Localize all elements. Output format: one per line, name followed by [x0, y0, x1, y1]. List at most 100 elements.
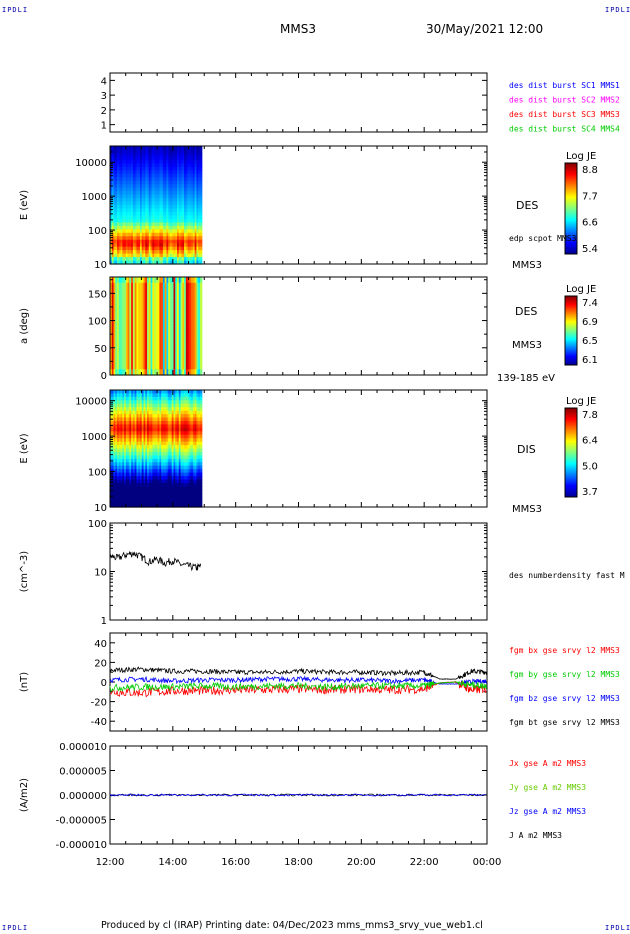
heatmap-cell: [139, 351, 143, 356]
heatmap-cell: [155, 194, 159, 199]
heatmap-cell: [154, 417, 157, 422]
heatmap-cell: [125, 257, 129, 262]
heatmap-cell: [117, 201, 120, 206]
heatmap-cell: [113, 285, 116, 290]
heatmap-cell: [110, 253, 113, 258]
heatmap-cell: [115, 225, 118, 230]
heatmap-cell: [192, 317, 196, 321]
heatmap-cell: [155, 232, 159, 237]
heatmap-cell: [173, 317, 176, 321]
heatmap-cell: [154, 363, 157, 367]
heatmap-cell: [118, 438, 122, 443]
heatmap-cell: [152, 343, 155, 347]
heatmap-cell: [124, 159, 127, 164]
heatmap-cell: [127, 458, 130, 463]
heatmap-cell: [117, 441, 120, 446]
heatmap-cell: [175, 328, 178, 333]
heatmap-cell: [143, 253, 146, 258]
heatmap-cell: [164, 393, 168, 398]
heatmap-cell: [173, 180, 176, 185]
heatmap-cell: [189, 152, 192, 158]
heatmap-cell: [136, 434, 139, 439]
heatmap-cell: [148, 277, 152, 281]
heatmap-cell: [113, 317, 116, 321]
heatmap-cell: [157, 156, 160, 161]
heatmap-cell: [110, 438, 113, 443]
heatmap-cell: [168, 149, 171, 154]
heatmap-cell: [120, 482, 123, 487]
heatmap-cell: [192, 250, 196, 255]
heatmap-cell: [127, 482, 130, 487]
heatmap-cell: [161, 438, 164, 443]
heatmap-cell: [138, 417, 141, 422]
heatmap-cell: [164, 503, 168, 508]
heatmap-cell: [180, 159, 183, 164]
heatmap-cell: [157, 363, 160, 367]
heatmap-cell: [139, 317, 143, 321]
heatmap-cell: [182, 291, 185, 295]
heatmap-cell: [127, 308, 130, 313]
heatmap-cell: [150, 410, 153, 415]
heatmap-cell: [132, 305, 136, 310]
heatmap-cell: [185, 337, 189, 342]
heatmap-cell: [169, 448, 173, 453]
panel-label: edp scpot MMS3: [509, 234, 577, 243]
heatmap-cell: [157, 149, 160, 154]
heatmap-cell: [115, 277, 118, 281]
heatmap-cell: [175, 208, 178, 213]
heatmap-cell: [124, 500, 127, 505]
heatmap-cell: [199, 184, 203, 189]
heatmap-cell: [117, 472, 120, 477]
heatmap-cell: [115, 400, 118, 405]
heatmap-cell: [178, 257, 182, 262]
heatmap-cell: [189, 314, 192, 318]
heatmap-cell: [157, 489, 160, 494]
heatmap-cell: [178, 337, 182, 342]
heatmap-cell: [189, 349, 192, 353]
heatmap-cell: [194, 253, 198, 258]
heatmap-cell: [199, 354, 203, 359]
heatmap-cell: [127, 159, 130, 164]
heatmap-cell: [141, 393, 145, 398]
heatmap-cell: [175, 300, 178, 304]
heatmap-cell: [129, 149, 132, 154]
heatmap-cell: [189, 363, 192, 367]
heatmap-cell: [129, 465, 132, 470]
heatmap-cell: [177, 366, 180, 370]
heatmap-cell: [196, 291, 199, 295]
heatmap-cell: [180, 372, 183, 376]
heatmap-cell: [150, 448, 153, 453]
heatmap-cell: [125, 250, 129, 255]
heatmap-cell: [178, 279, 182, 284]
heatmap-cell: [148, 369, 152, 373]
heatmap-cell: [120, 455, 123, 460]
heatmap-cell: [143, 323, 146, 327]
heatmap-cell: [147, 496, 150, 501]
heatmap-cell: [175, 279, 178, 284]
heatmap-cell: [184, 354, 187, 359]
heatmap-cell: [155, 201, 159, 206]
heatmap-cell: [145, 455, 148, 460]
heatmap-cell: [164, 166, 168, 171]
heatmap-cell: [155, 427, 159, 432]
heatmap-cell: [155, 346, 159, 350]
heatmap-cell: [124, 346, 127, 350]
heatmap-cell: [143, 277, 146, 281]
heatmap-cell: [169, 479, 173, 484]
heatmap-cell: [168, 357, 171, 362]
heatmap-cell: [173, 149, 176, 154]
heatmap-cell: [154, 218, 157, 223]
heatmap-cell: [129, 417, 132, 422]
heatmap-cell: [145, 279, 148, 284]
heatmap-cell: [150, 308, 153, 313]
heatmap-cell: [196, 166, 199, 171]
heatmap-cell: [120, 489, 123, 494]
heatmap-cell: [166, 201, 169, 206]
heatmap-cell: [118, 410, 122, 415]
heatmap-cell: [147, 180, 150, 185]
heatmap-cell: [122, 320, 125, 324]
heatmap-cell: [189, 337, 192, 342]
heatmap-cell: [173, 328, 176, 333]
heatmap-cell: [175, 194, 178, 199]
heatmap-cell: [147, 215, 150, 220]
